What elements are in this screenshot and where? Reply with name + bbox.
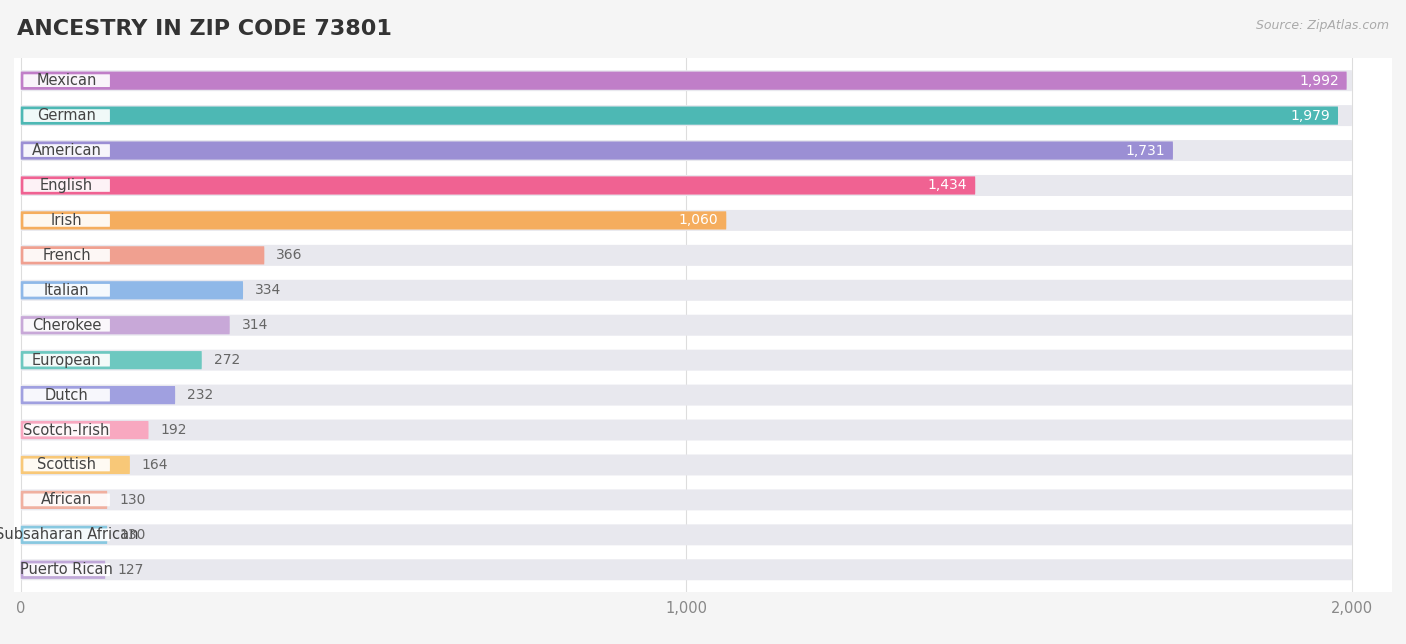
FancyBboxPatch shape	[21, 316, 229, 334]
FancyBboxPatch shape	[21, 491, 107, 509]
FancyBboxPatch shape	[24, 109, 110, 122]
Text: Cherokee: Cherokee	[32, 317, 101, 333]
FancyBboxPatch shape	[21, 315, 1353, 336]
Text: Irish: Irish	[51, 213, 83, 228]
FancyBboxPatch shape	[21, 211, 727, 229]
FancyBboxPatch shape	[24, 564, 110, 576]
FancyBboxPatch shape	[21, 245, 1353, 266]
Text: 130: 130	[120, 493, 146, 507]
FancyBboxPatch shape	[21, 279, 1353, 301]
FancyBboxPatch shape	[21, 526, 107, 544]
FancyBboxPatch shape	[21, 386, 176, 404]
FancyBboxPatch shape	[24, 529, 110, 541]
FancyBboxPatch shape	[21, 176, 976, 194]
FancyBboxPatch shape	[24, 319, 110, 332]
FancyBboxPatch shape	[21, 489, 1353, 511]
Text: 164: 164	[142, 458, 169, 472]
Text: 192: 192	[160, 423, 187, 437]
FancyBboxPatch shape	[21, 524, 1353, 545]
Text: 334: 334	[254, 283, 281, 298]
Text: ANCESTRY IN ZIP CODE 73801: ANCESTRY IN ZIP CODE 73801	[17, 19, 392, 39]
FancyBboxPatch shape	[24, 354, 110, 366]
FancyBboxPatch shape	[21, 71, 1347, 90]
FancyBboxPatch shape	[21, 106, 1339, 125]
Text: 130: 130	[120, 528, 146, 542]
FancyBboxPatch shape	[21, 350, 1353, 371]
Text: 272: 272	[214, 353, 240, 367]
Text: 127: 127	[117, 563, 143, 577]
Text: Scotch-Irish: Scotch-Irish	[24, 422, 110, 437]
FancyBboxPatch shape	[21, 105, 1353, 126]
FancyBboxPatch shape	[21, 140, 1353, 161]
Text: German: German	[37, 108, 96, 123]
Text: 1,434: 1,434	[928, 178, 967, 193]
FancyBboxPatch shape	[24, 389, 110, 401]
Text: Subsaharan African: Subsaharan African	[0, 527, 138, 542]
FancyBboxPatch shape	[24, 459, 110, 471]
FancyBboxPatch shape	[21, 559, 1353, 580]
FancyBboxPatch shape	[24, 284, 110, 297]
Text: 1,979: 1,979	[1291, 109, 1330, 122]
FancyBboxPatch shape	[21, 70, 1353, 91]
Text: 1,992: 1,992	[1299, 73, 1339, 88]
FancyBboxPatch shape	[21, 246, 264, 265]
FancyBboxPatch shape	[24, 74, 110, 87]
FancyBboxPatch shape	[21, 351, 202, 369]
Text: African: African	[41, 493, 93, 507]
Text: English: English	[41, 178, 93, 193]
Text: European: European	[32, 353, 101, 368]
Text: Source: ZipAtlas.com: Source: ZipAtlas.com	[1256, 19, 1389, 32]
FancyBboxPatch shape	[21, 455, 1353, 475]
Text: 1,731: 1,731	[1125, 144, 1166, 158]
Text: Mexican: Mexican	[37, 73, 97, 88]
FancyBboxPatch shape	[21, 419, 1353, 440]
Text: Dutch: Dutch	[45, 388, 89, 402]
FancyBboxPatch shape	[24, 424, 110, 437]
Text: 232: 232	[187, 388, 214, 402]
Text: 314: 314	[242, 318, 269, 332]
FancyBboxPatch shape	[21, 384, 1353, 406]
FancyBboxPatch shape	[21, 456, 129, 474]
FancyBboxPatch shape	[21, 142, 1173, 160]
FancyBboxPatch shape	[24, 249, 110, 261]
Text: Italian: Italian	[44, 283, 90, 298]
Text: Puerto Rican: Puerto Rican	[20, 562, 112, 577]
FancyBboxPatch shape	[21, 210, 1353, 231]
FancyBboxPatch shape	[24, 144, 110, 157]
Text: French: French	[42, 248, 91, 263]
FancyBboxPatch shape	[24, 493, 110, 506]
FancyBboxPatch shape	[21, 175, 1353, 196]
FancyBboxPatch shape	[24, 179, 110, 192]
Text: Scottish: Scottish	[37, 457, 96, 473]
FancyBboxPatch shape	[21, 421, 149, 439]
FancyBboxPatch shape	[24, 214, 110, 227]
Text: American: American	[32, 143, 101, 158]
FancyBboxPatch shape	[21, 561, 105, 579]
FancyBboxPatch shape	[21, 281, 243, 299]
Text: 366: 366	[277, 249, 302, 262]
Text: 1,060: 1,060	[679, 213, 718, 227]
